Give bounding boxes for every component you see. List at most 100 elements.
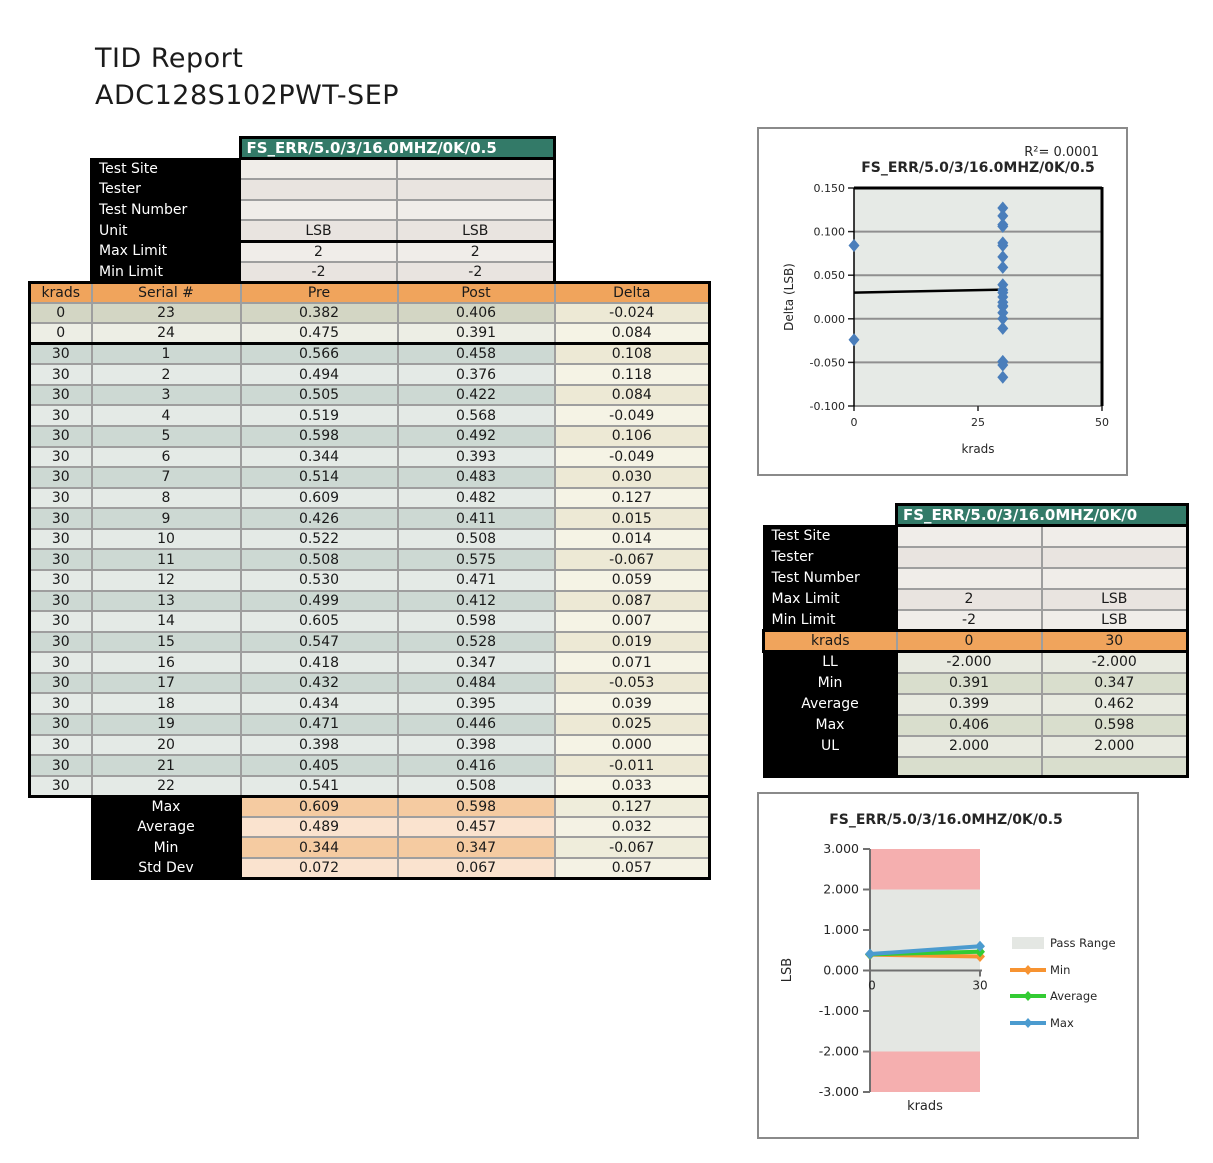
limits-label: Unit — [90, 219, 241, 243]
summary-post: 0.067 — [396, 856, 556, 880]
data-row: 30 10 0.522 0.508 0.014 — [28, 527, 711, 551]
y-axis-label: LSB — [780, 958, 795, 982]
summary-pre: 0.344 — [239, 836, 399, 859]
y-tick-label: 3.000 — [823, 841, 859, 856]
data-row: 0 24 0.475 0.391 0.084 — [28, 322, 711, 345]
x-tick-label: 50 — [1095, 416, 1109, 429]
delta-cell: 0.014 — [553, 527, 711, 551]
limits-table: FS_ERR/5.0/3/16.0MHZ/0K/0.5 Test Site Test… — [90, 136, 556, 284]
limits-value — [396, 157, 556, 181]
data-point — [997, 290, 1009, 304]
krads-cell: 30 — [28, 671, 93, 695]
stats-value: 0.391 — [895, 671, 1043, 695]
column-header: Post — [396, 281, 556, 304]
serial-cell: 23 — [90, 301, 242, 325]
data-point — [848, 239, 860, 253]
y-tick-label: -0.050 — [810, 356, 845, 369]
krads-cell: 30 — [28, 466, 93, 489]
summary-pre: 0.609 — [239, 795, 399, 818]
limits-value: LSB — [239, 219, 398, 243]
stats-row: Min Limit -2 LSB — [762, 608, 1190, 632]
serial-cell: 7 — [90, 466, 242, 489]
serial-cell: 21 — [90, 754, 242, 777]
delta-cell: 0.084 — [553, 322, 711, 345]
data-row: 30 22 0.541 0.508 0.033 — [28, 774, 711, 798]
data-row: 30 7 0.514 0.483 0.030 — [28, 466, 711, 489]
stats-table: FS_ERR/5.0/3/16.0MHZ/0K/0 Test Site Tester… — [762, 503, 1190, 778]
y-tick-label: 0.100 — [814, 226, 846, 239]
data-point — [997, 312, 1009, 326]
delta-cell: -0.067 — [553, 548, 711, 571]
x-tick-label: 30 — [972, 979, 987, 993]
krads-cell: 30 — [28, 445, 93, 469]
scatter-chart: 0.150 0.100 0.050 0.000 -0.050 -0.100 0 25 50 FS_… — [757, 127, 1128, 476]
delta-cell: 0.025 — [553, 713, 711, 736]
summary-delta: 0.032 — [553, 815, 711, 839]
data-row: 30 6 0.344 0.393 -0.049 — [28, 445, 711, 469]
limits-value: 2 — [239, 240, 398, 263]
delta-cell: 0.106 — [553, 424, 711, 448]
delta-cell: 0.039 — [553, 692, 711, 716]
serial-cell: 1 — [90, 342, 242, 366]
krads-cell: 30 — [28, 383, 93, 407]
x-tick-label: 0 — [851, 416, 858, 429]
data-point — [997, 358, 1009, 372]
serial-cell: 2 — [90, 363, 242, 386]
post-cell: 0.492 — [396, 424, 556, 448]
krads-value: 0 — [895, 629, 1043, 653]
pre-cell: 0.398 — [239, 733, 399, 757]
delta-cell: 0.019 — [553, 630, 711, 654]
stats-label: Test Number — [762, 566, 898, 590]
pre-cell: 0.499 — [239, 589, 399, 613]
stats-label — [762, 755, 898, 778]
data-row: 30 4 0.519 0.568 -0.049 — [28, 404, 711, 427]
post-cell: 0.395 — [396, 692, 556, 716]
stats-label: Min Limit — [762, 608, 898, 632]
delta-cell: 0.030 — [553, 466, 711, 489]
data-row: 30 9 0.426 0.411 0.015 — [28, 507, 711, 530]
post-cell: 0.406 — [396, 301, 556, 325]
serial-cell: 17 — [90, 671, 242, 695]
delta-cell: 0.118 — [553, 363, 711, 386]
delta-cell: 0.087 — [553, 589, 711, 613]
summary-pre: 0.072 — [239, 856, 399, 880]
pre-cell: 0.505 — [239, 383, 399, 407]
legend-label: Max — [1050, 1016, 1074, 1030]
pre-cell: 0.475 — [239, 322, 399, 345]
chart-title: FS_ERR/5.0/3/16.0MHZ/0K/0.5 — [829, 812, 1063, 828]
delta-cell: 0.015 — [553, 507, 711, 530]
limits-value: LSB — [396, 219, 556, 243]
stats-row — [762, 755, 1190, 778]
legend-marker — [1023, 991, 1033, 1001]
stats-label: Min — [762, 671, 898, 695]
data-point — [997, 370, 1009, 384]
stats-value — [1040, 566, 1190, 590]
krads-cell: 30 — [28, 630, 93, 654]
summary-delta: -0.067 — [553, 836, 711, 859]
delta-cell: 0.127 — [553, 486, 711, 510]
pre-cell: 0.508 — [239, 548, 399, 571]
trendline — [853, 288, 1003, 294]
post-cell: 0.412 — [396, 589, 556, 613]
summary-delta: 0.057 — [553, 856, 711, 880]
stats-value — [895, 524, 1043, 548]
data-row: 0 23 0.382 0.406 -0.024 — [28, 301, 711, 325]
data-row: 30 5 0.598 0.492 0.106 — [28, 424, 711, 448]
stats-label: Test Site — [762, 524, 898, 548]
serial-cell: 14 — [90, 610, 242, 633]
legend-marker — [1023, 965, 1033, 975]
spacer-cell — [30, 796, 92, 817]
limits-row: Unit LSB LSB — [90, 219, 556, 243]
legend-label: Min — [1050, 963, 1070, 977]
stats-label: UL — [762, 734, 898, 758]
pre-cell: 0.598 — [239, 424, 399, 448]
serial-cell: 3 — [90, 383, 242, 407]
pre-cell: 0.434 — [239, 692, 399, 716]
stats-row: UL 2.000 2.000 — [762, 734, 1190, 758]
post-cell: 0.568 — [396, 404, 556, 427]
krads-value: 30 — [1040, 629, 1190, 653]
data-row: 30 16 0.418 0.347 0.071 — [28, 651, 711, 674]
data-point — [997, 201, 1009, 215]
y-tick-label: 0.000 — [814, 313, 846, 326]
